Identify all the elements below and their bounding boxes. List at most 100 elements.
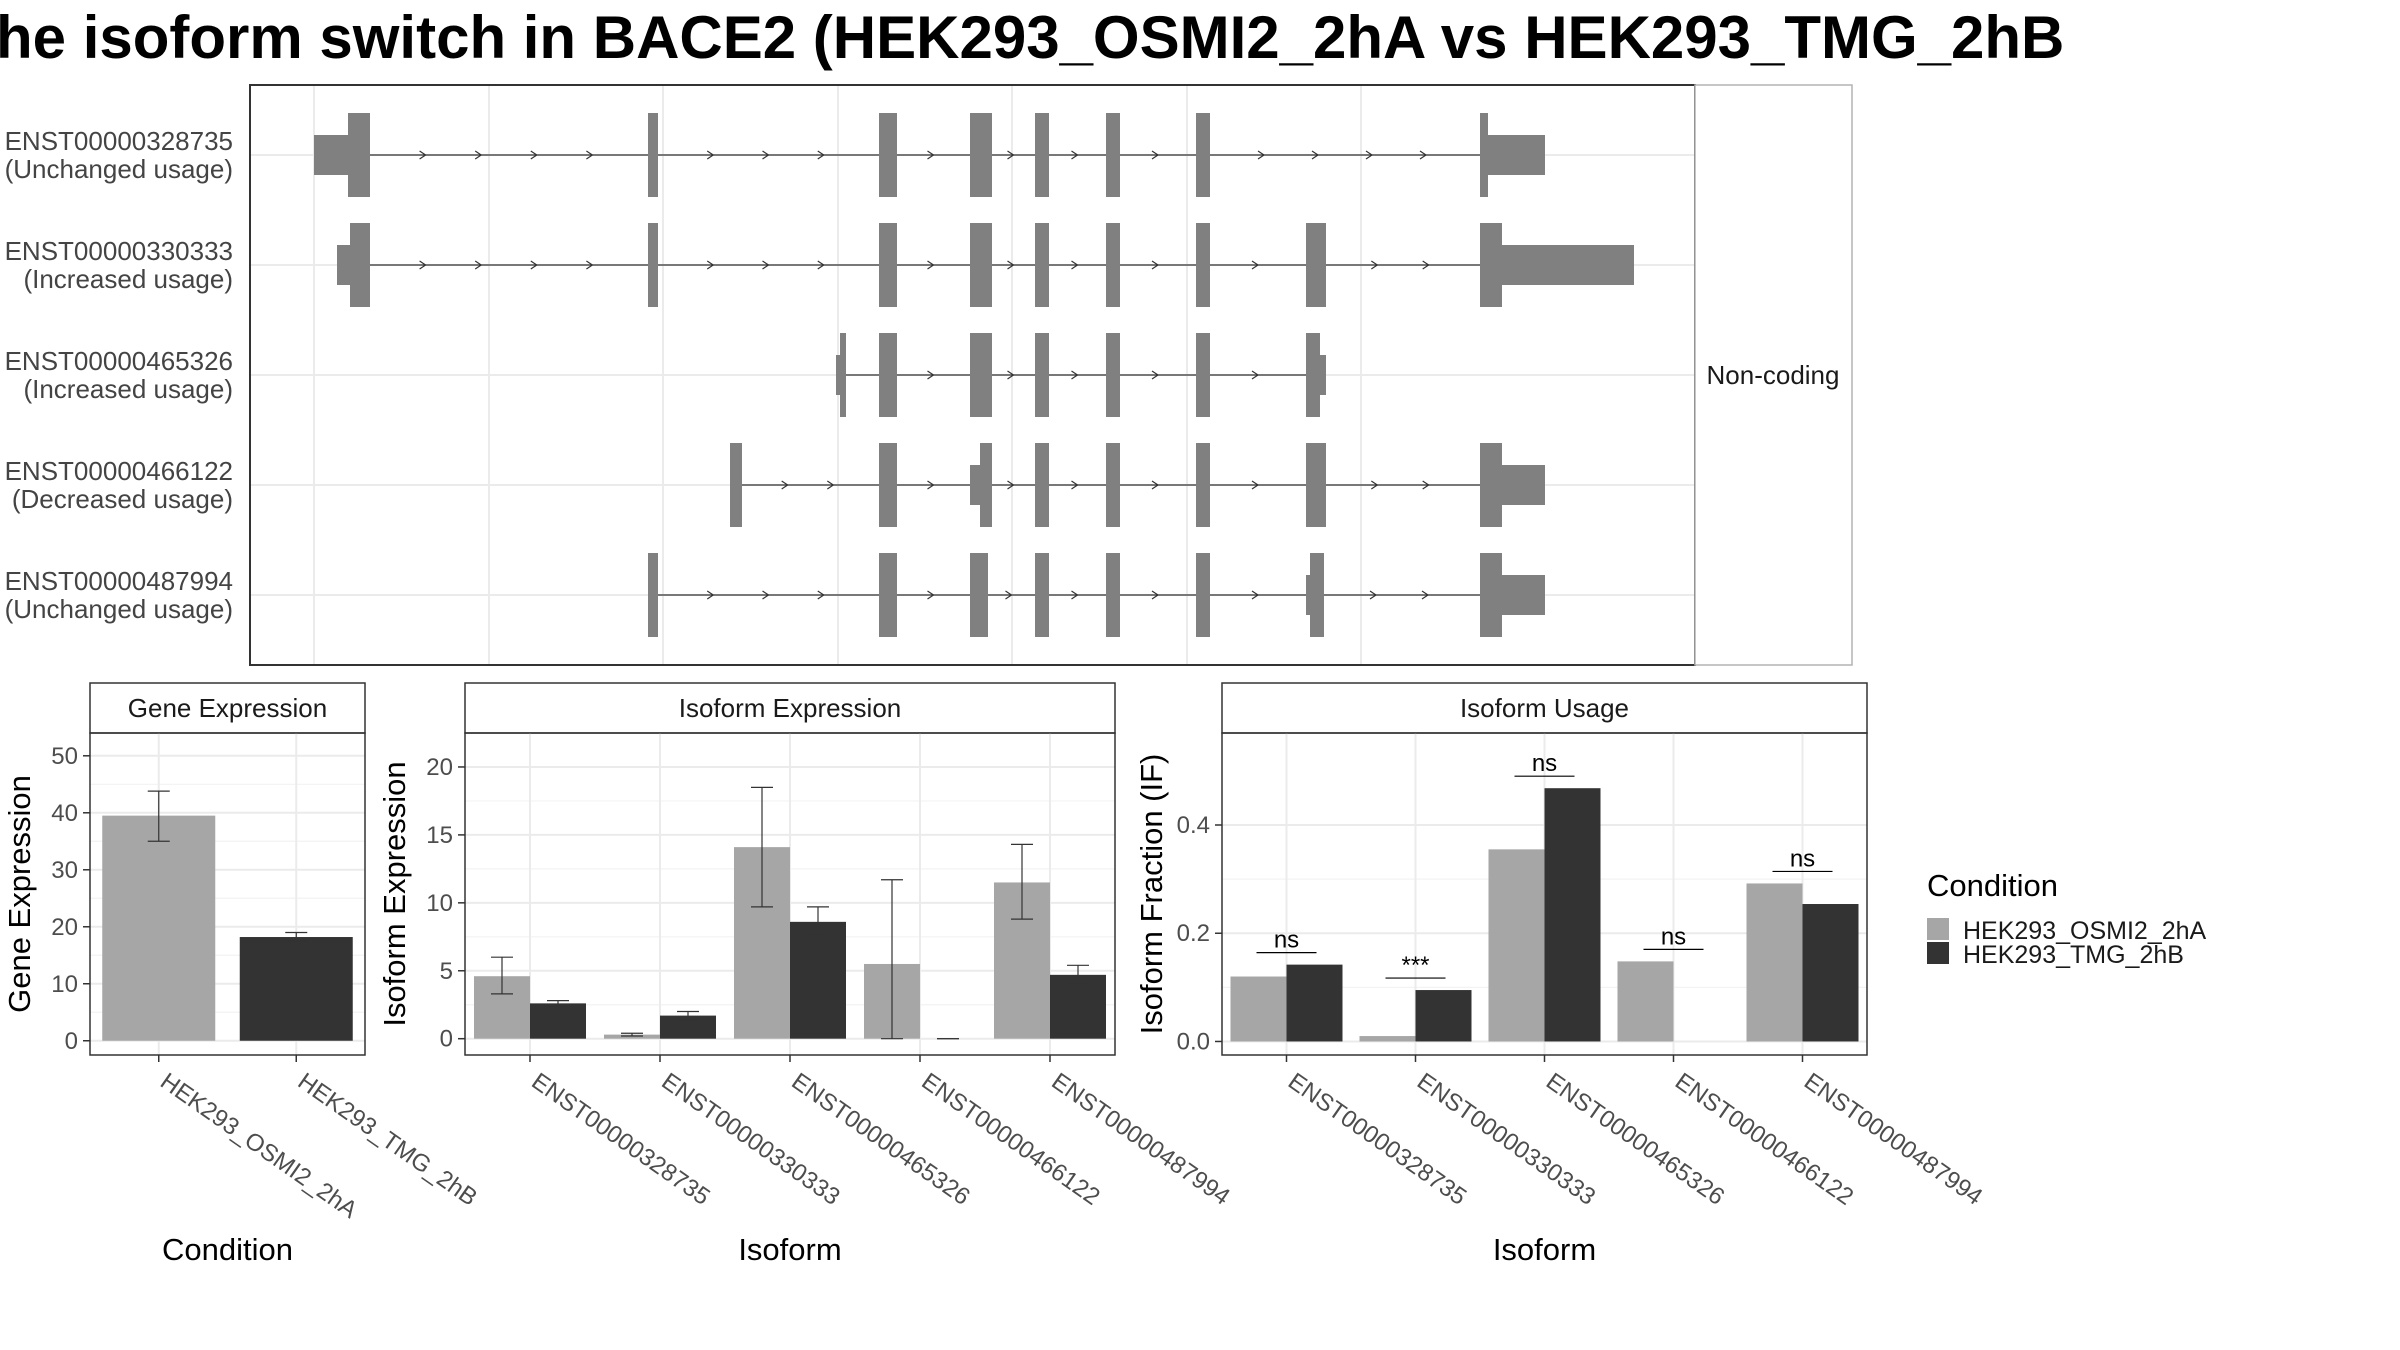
coding-exon: [1106, 333, 1120, 417]
coding-exon: [348, 113, 370, 197]
intron-direction-arrow: [927, 370, 935, 380]
coding-exon: [879, 113, 897, 197]
legend: Condition HEK293_OSMI2_2hA HEK293_TMG_2h…: [1927, 868, 2207, 969]
intron-direction-arrow: [927, 260, 935, 270]
utr-exon: [1502, 575, 1545, 615]
x-axis-title: Isoform: [1493, 1232, 1596, 1267]
intron-direction-arrow: [927, 480, 935, 490]
coding-exon: [1035, 113, 1049, 197]
intron-direction-arrow: [817, 590, 825, 600]
data-bar: [1746, 883, 1803, 1042]
utr-exon: [1306, 575, 1312, 615]
utr-exon: [314, 135, 350, 175]
intron-direction-arrow: [1370, 480, 1379, 490]
significance-label: ns: [1274, 927, 1299, 954]
isoform-row-usage: (Increased usage): [23, 374, 233, 404]
y-tick-label: 0.0: [1177, 1028, 1210, 1055]
intron-direction-arrow: [1421, 590, 1430, 600]
intron-direction-arrow: [762, 150, 770, 160]
intron-direction-arrow: [1151, 480, 1160, 490]
utr-exon: [836, 355, 842, 395]
coding-exon: [648, 553, 658, 637]
intron-direction-arrow: [1071, 150, 1079, 160]
coding-exon: [970, 113, 992, 197]
data-bar: [239, 937, 353, 1041]
panel-strip: [1221, 682, 1868, 734]
intron-direction-arrow: [1071, 480, 1079, 490]
coding-exon: [970, 553, 988, 637]
panel-strip-label: Gene Expression: [128, 693, 327, 723]
intron-direction-arrow: [817, 150, 825, 160]
intron-direction-arrow: [706, 150, 715, 160]
coding-exon: [1306, 333, 1320, 417]
y-tick-label: 10: [51, 971, 78, 998]
y-tick-label: 20: [51, 914, 78, 941]
panel-border: [89, 732, 366, 1056]
intron-direction-arrow: [586, 150, 594, 160]
coding-exon: [1196, 223, 1210, 307]
intron-direction-arrow: [474, 150, 483, 160]
data-bar: [660, 1015, 716, 1039]
coding-exon: [1310, 553, 1324, 637]
legend-item-osmi2: HEK293_OSMI2_2hA: [1963, 917, 2207, 945]
coding-exon: [1106, 443, 1120, 527]
data-bar: [604, 1034, 660, 1039]
intron-direction-arrow: [1007, 480, 1015, 490]
y-tick-label: 0.4: [1177, 812, 1210, 839]
isoform-row-usage: (Unchanged usage): [5, 154, 233, 184]
intron-direction-arrow: [1151, 260, 1160, 270]
coding-exon: [1480, 553, 1502, 637]
coding-exon: [350, 223, 370, 307]
legend-swatch-osmi2: [1927, 918, 1949, 940]
data-bar: [1415, 990, 1472, 1042]
structure-row-labels: ENST00000328735 (Unchanged usage) ENST00…: [5, 126, 233, 624]
structure-strip-label: Non-coding: [1707, 360, 1840, 390]
y-tick-label: 5: [440, 958, 453, 985]
intron-direction-arrow: [474, 260, 483, 270]
data-bar: [1050, 974, 1106, 1039]
structure-tracks: [314, 113, 1634, 637]
isoform-row-id: ENST00000487994: [5, 566, 233, 596]
intron-direction-arrow: [1071, 370, 1079, 380]
data-bar: [790, 921, 846, 1039]
coding-exon: [970, 333, 992, 417]
intron-direction-arrow: [927, 590, 935, 600]
coding-exon: [970, 223, 992, 307]
intron-direction-arrow: [1311, 150, 1320, 160]
intron-direction-arrow: [1370, 260, 1379, 270]
y-tick-label: 20: [426, 754, 453, 781]
intron-direction-arrow: [530, 150, 538, 160]
coding-exon: [980, 443, 992, 527]
intron-direction-arrow: [1422, 480, 1430, 490]
intron-direction-arrow: [1419, 150, 1428, 160]
legend-item-tmg: HEK293_TMG_2hB: [1963, 941, 2184, 969]
intron-direction-arrow: [530, 260, 538, 270]
intron-direction-arrow: [1251, 480, 1260, 490]
intron-direction-arrow: [1251, 590, 1260, 600]
intron-direction-arrow: [1007, 150, 1015, 160]
isoform-row-id: ENST00000330333: [5, 236, 233, 266]
intron-direction-arrow: [1005, 590, 1013, 600]
x-axis-title: Isoform: [738, 1232, 841, 1267]
coding-exon: [648, 223, 658, 307]
coding-exon: [879, 443, 897, 527]
data-bar: [1544, 788, 1601, 1042]
significance-label: ns: [1661, 923, 1686, 950]
data-bar: [102, 815, 216, 1041]
isoform-row-id: ENST00000466122: [5, 456, 233, 486]
intron-direction-arrow: [419, 260, 427, 270]
utr-exon: [970, 465, 982, 505]
y-tick-label: 15: [426, 822, 453, 849]
panel-strip: [89, 682, 366, 734]
intron-direction-arrow: [927, 150, 935, 160]
data-bar: [1286, 964, 1343, 1042]
panel-border: [464, 732, 1116, 1056]
y-tick-label: 0.2: [1177, 920, 1210, 947]
isoform-row-id: ENST00000328735: [5, 126, 233, 156]
intron-direction-arrow: [586, 260, 594, 270]
coding-exon: [879, 553, 897, 637]
intron-direction-arrow: [1071, 590, 1079, 600]
intron-direction-arrow: [419, 150, 427, 160]
intron-direction-arrow: [1151, 590, 1160, 600]
